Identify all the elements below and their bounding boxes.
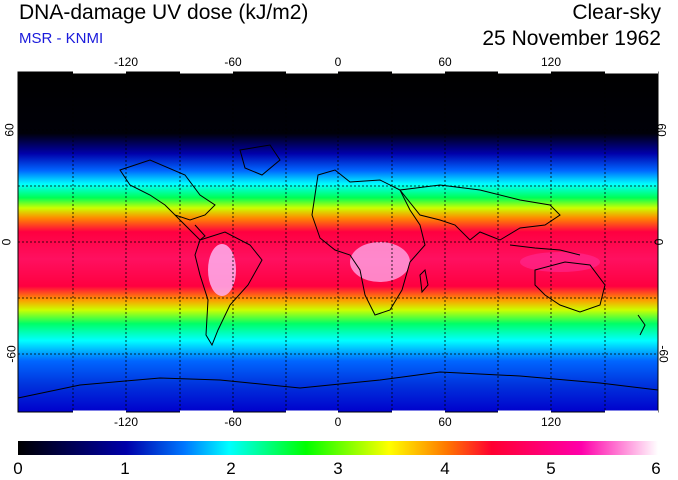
uv-hotspot-africa bbox=[350, 242, 410, 282]
colorbar bbox=[18, 441, 658, 455]
lon-tick-bottom: 120 bbox=[540, 415, 562, 429]
sky-condition: Clear-sky bbox=[572, 1, 661, 24]
lon-tick-top: 60 bbox=[438, 55, 452, 69]
lat-tick-right: 60 bbox=[654, 123, 669, 137]
lat-tick-left: 0 bbox=[0, 238, 14, 246]
lat-tick-right: 0 bbox=[651, 238, 666, 246]
graticule bbox=[18, 72, 658, 412]
lat-tick-right: -60 bbox=[656, 345, 671, 363]
colorbar-label: 6 bbox=[651, 459, 661, 478]
colorbar-label: 1 bbox=[120, 459, 130, 478]
lon-tick-top: 0 bbox=[334, 55, 342, 69]
lon-tick-bottom: 60 bbox=[438, 415, 452, 429]
lon-tick-top: -120 bbox=[113, 55, 139, 69]
lon-tick-bottom: -120 bbox=[113, 415, 139, 429]
uv-hotspot-pacific bbox=[520, 252, 600, 272]
lon-tick-top: 120 bbox=[540, 55, 562, 69]
frame-tick-marks bbox=[73, 70, 658, 414]
colorbar-label: 0 bbox=[13, 459, 23, 478]
colorbar-label: 2 bbox=[226, 459, 236, 478]
lat-tick-left: 60 bbox=[2, 123, 17, 137]
colorbar-label: 3 bbox=[333, 459, 343, 478]
lon-tick-top: -60 bbox=[224, 55, 242, 69]
lon-tick-bottom: 0 bbox=[334, 415, 342, 429]
uv-hotspot-south-america bbox=[208, 244, 236, 296]
colorbar-label: 4 bbox=[440, 459, 450, 478]
lat-tick-left: -60 bbox=[4, 345, 19, 363]
map-date: 25 November 1962 bbox=[482, 27, 661, 50]
map-source: MSR - KNMI bbox=[19, 30, 104, 47]
map-title: DNA-damage UV dose (kJ/m2) bbox=[19, 1, 309, 24]
lon-tick-bottom: -60 bbox=[224, 415, 242, 429]
colorbar-label: 5 bbox=[546, 459, 556, 478]
